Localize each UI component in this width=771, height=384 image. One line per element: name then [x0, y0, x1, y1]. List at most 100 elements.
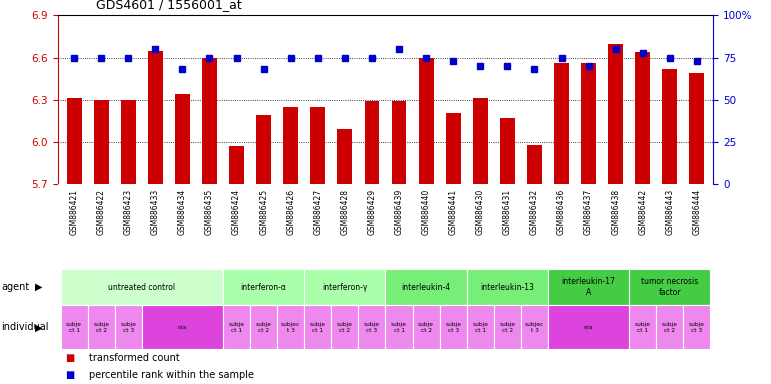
Text: GDS4601 / 1556001_at: GDS4601 / 1556001_at: [96, 0, 242, 12]
Bar: [66, 98, 82, 184]
Bar: [439, 305, 466, 349]
Text: GSM886438: GSM886438: [611, 189, 620, 235]
Bar: [392, 101, 406, 184]
Bar: [683, 305, 710, 349]
Bar: [283, 107, 298, 184]
Text: ■: ■: [66, 370, 75, 380]
Bar: [629, 305, 656, 349]
Bar: [94, 100, 109, 184]
Text: GSM886425: GSM886425: [259, 189, 268, 235]
Text: GSM886422: GSM886422: [96, 189, 106, 235]
Text: GSM886436: GSM886436: [557, 189, 566, 235]
Text: ▶: ▶: [35, 282, 42, 292]
Text: GSM886435: GSM886435: [205, 189, 214, 235]
Bar: [148, 51, 163, 184]
Text: tumor necrosis
factor: tumor necrosis factor: [641, 277, 699, 297]
Bar: [581, 63, 596, 184]
Text: GSM886434: GSM886434: [178, 189, 187, 235]
Bar: [223, 305, 250, 349]
Bar: [305, 305, 332, 349]
Bar: [61, 305, 88, 349]
Text: subje
ct 3: subje ct 3: [364, 322, 380, 333]
Text: GSM886441: GSM886441: [449, 189, 458, 235]
Text: subje
ct 2: subje ct 2: [256, 322, 271, 333]
Text: GSM886437: GSM886437: [584, 189, 593, 235]
Bar: [446, 113, 460, 184]
Text: subje
ct 1: subje ct 1: [473, 322, 488, 333]
Text: interferon-γ: interferon-γ: [322, 283, 368, 291]
Text: GSM886421: GSM886421: [69, 189, 79, 235]
Text: subje
ct 1: subje ct 1: [391, 322, 407, 333]
Bar: [656, 305, 683, 349]
Text: subje
ct 3: subje ct 3: [445, 322, 461, 333]
Bar: [332, 305, 359, 349]
Text: GSM886424: GSM886424: [232, 189, 241, 235]
Text: GSM886443: GSM886443: [665, 189, 675, 235]
Bar: [689, 73, 705, 184]
Bar: [229, 146, 244, 184]
Text: GSM886430: GSM886430: [476, 189, 485, 235]
Text: GSM886444: GSM886444: [692, 189, 702, 235]
Text: GSM886439: GSM886439: [395, 189, 403, 235]
Text: interleukin-17
A: interleukin-17 A: [561, 277, 615, 297]
Text: subjec
t 3: subjec t 3: [525, 322, 544, 333]
Bar: [338, 129, 352, 184]
Bar: [662, 69, 677, 184]
Text: subje
ct 1: subje ct 1: [228, 322, 244, 333]
Bar: [305, 269, 386, 305]
Text: subje
ct 2: subje ct 2: [662, 322, 678, 333]
Text: GSM886432: GSM886432: [530, 189, 539, 235]
Text: n/a: n/a: [584, 325, 593, 330]
Bar: [250, 305, 278, 349]
Text: ▶: ▶: [35, 322, 42, 333]
Bar: [223, 269, 305, 305]
Text: subje
ct 2: subje ct 2: [500, 322, 515, 333]
Bar: [142, 305, 223, 349]
Text: GSM886442: GSM886442: [638, 189, 648, 235]
Text: subje
ct 1: subje ct 1: [635, 322, 651, 333]
Text: subje
ct 1: subje ct 1: [66, 322, 82, 333]
Bar: [386, 269, 466, 305]
Text: GSM886426: GSM886426: [286, 189, 295, 235]
Text: interferon-α: interferon-α: [241, 283, 287, 291]
Bar: [473, 98, 488, 184]
Bar: [500, 118, 515, 184]
Bar: [365, 101, 379, 184]
Text: transformed count: transformed count: [89, 353, 180, 363]
Text: subjec
t 3: subjec t 3: [281, 322, 301, 333]
Text: GSM886431: GSM886431: [503, 189, 512, 235]
Bar: [359, 305, 386, 349]
Text: GSM886440: GSM886440: [422, 189, 431, 235]
Text: n/a: n/a: [178, 325, 187, 330]
Bar: [386, 305, 412, 349]
Text: GSM886429: GSM886429: [368, 189, 376, 235]
Text: subje
ct 1: subje ct 1: [310, 322, 326, 333]
Text: agent: agent: [2, 282, 30, 292]
Text: subje
ct 2: subje ct 2: [418, 322, 434, 333]
Bar: [493, 305, 521, 349]
Bar: [548, 269, 629, 305]
Text: interleukin-13: interleukin-13: [480, 283, 534, 291]
Text: GSM886427: GSM886427: [313, 189, 322, 235]
Bar: [311, 107, 325, 184]
Bar: [121, 100, 136, 184]
Bar: [466, 305, 493, 349]
Bar: [256, 115, 271, 184]
Text: individual: individual: [2, 322, 49, 333]
Text: subje
ct 3: subje ct 3: [689, 322, 705, 333]
Bar: [635, 52, 650, 184]
Text: interleukin-4: interleukin-4: [402, 283, 451, 291]
Bar: [629, 269, 710, 305]
Bar: [115, 305, 142, 349]
Text: GSM886428: GSM886428: [340, 189, 349, 235]
Text: subje
ct 3: subje ct 3: [120, 322, 136, 333]
Bar: [548, 305, 629, 349]
Text: ■: ■: [66, 353, 75, 363]
Text: percentile rank within the sample: percentile rank within the sample: [89, 370, 254, 380]
Bar: [88, 305, 115, 349]
Text: GSM886423: GSM886423: [123, 189, 133, 235]
Bar: [202, 58, 217, 184]
Text: subje
ct 2: subje ct 2: [337, 322, 353, 333]
Text: untreated control: untreated control: [108, 283, 175, 291]
Bar: [419, 58, 433, 184]
